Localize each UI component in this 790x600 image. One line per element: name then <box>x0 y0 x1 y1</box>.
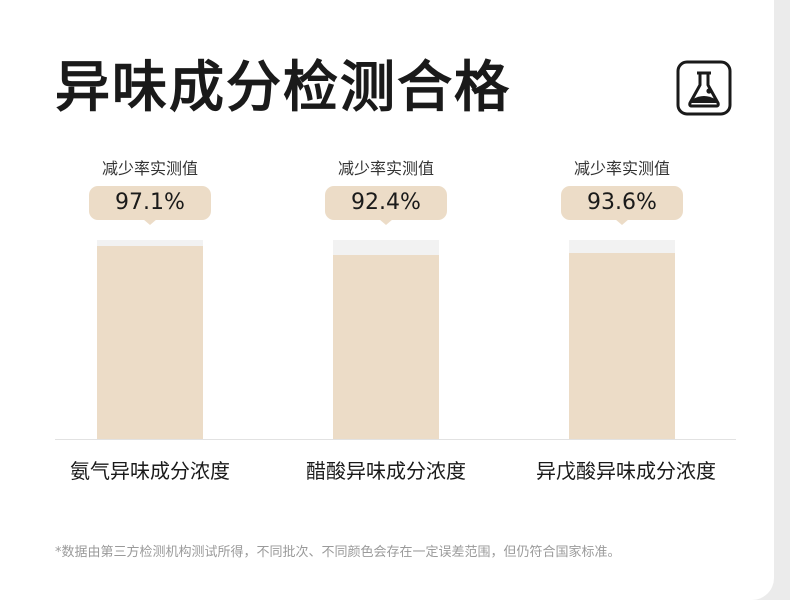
bar-track-3 <box>569 240 675 440</box>
bar-caption: 减少率实测值 <box>337 159 434 178</box>
bubble-pointer <box>615 219 629 225</box>
value-label-1: 97.1% <box>89 186 211 220</box>
bubble-pointer <box>379 219 393 225</box>
page-title: 异味成分检测合格 <box>55 55 512 119</box>
bar-track-2 <box>333 240 439 440</box>
bar-caption: 减少率实测值 <box>101 159 198 178</box>
x-axis-baseline <box>55 439 736 440</box>
category-label-3: 异戊酸异味成分浓度 <box>536 459 716 483</box>
bar-2 <box>333 255 439 440</box>
card: 异味成分检测合格 减少率实测值 97.1% 减少率实测值 92.4% 减少率实测… <box>0 0 774 600</box>
category-label-1: 氨气异味成分浓度 <box>70 459 230 483</box>
bubble-pointer <box>143 219 157 225</box>
bar-track-1 <box>97 240 203 440</box>
value-label-3: 93.6% <box>561 186 683 220</box>
bar-1 <box>97 245 203 440</box>
bar-caption: 减少率实测值 <box>573 159 670 178</box>
lab-flask-icon <box>676 60 732 116</box>
footnote: *数据由第三方检测机构测试所得，不同批次、不同颜色会存在一定误差范围，但仍符合国… <box>55 545 621 560</box>
value-label-2: 92.4% <box>325 186 447 220</box>
bar-3 <box>569 252 675 440</box>
category-label-2: 醋酸异味成分浓度 <box>306 459 466 483</box>
